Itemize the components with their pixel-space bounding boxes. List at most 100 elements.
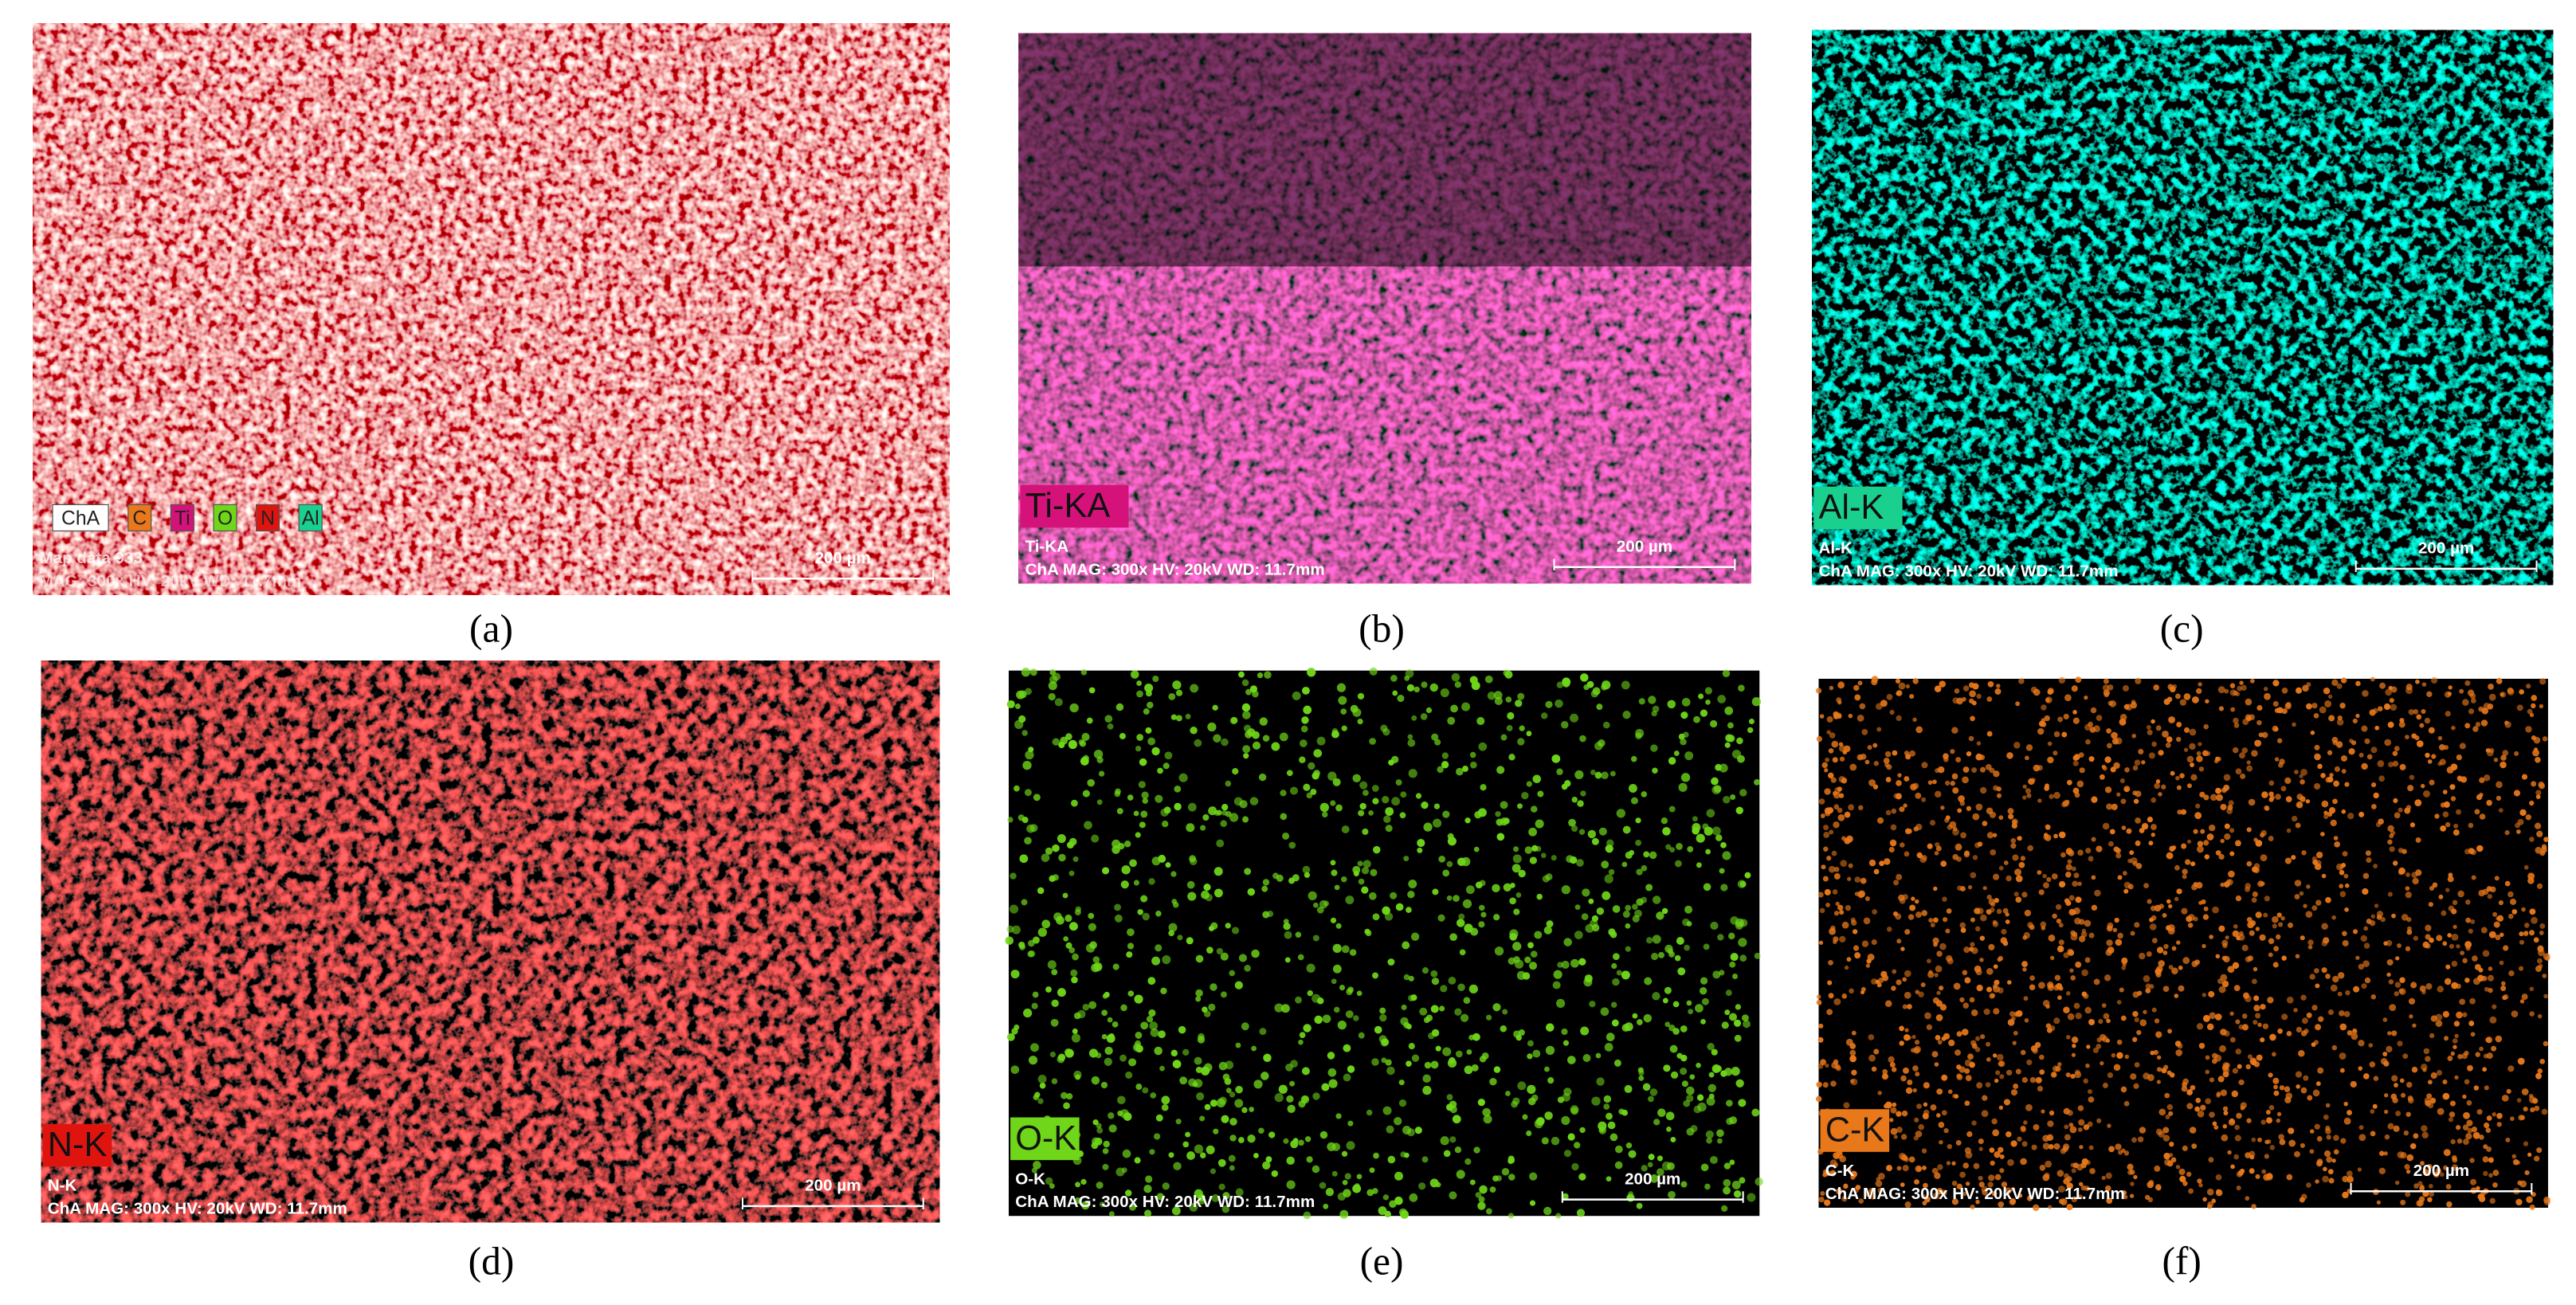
map-dot [2075,896,2082,903]
map-dot [2247,1054,2253,1060]
map-dot [2523,1141,2529,1146]
map-dot [2519,809,2527,817]
map-dot [1888,1056,1895,1063]
map-dot [1652,767,1658,774]
map-dot [1442,810,1450,818]
map-dot [1229,1165,1235,1171]
map-dot [2091,837,2096,842]
map-dot [2496,915,2504,922]
map-dot [1532,1049,1541,1058]
map-dot [2193,829,2198,834]
map-dot [2224,823,2230,829]
map-dot [2208,1157,2214,1163]
map-dot [1896,1111,1902,1117]
map-dot [2386,972,2391,978]
map-dot [1978,1138,1984,1145]
map-dot [1155,944,1163,952]
map-dot [1975,1199,1980,1205]
map-dot [2246,1118,2252,1123]
map-dot [2425,934,2431,940]
legend-label: C [132,508,147,530]
map-dot [1706,809,1715,818]
map-dot [2229,1011,2234,1016]
map-dot [2323,810,2328,815]
map-dot [2496,678,2503,684]
map-dot [1221,1205,1230,1213]
map-dot [1449,1056,1456,1064]
map-dot [2543,1198,2551,1206]
map-dot [1841,921,1849,929]
map-dot [1225,923,1231,929]
map-dot [1299,1032,1306,1038]
map-dot [1640,896,1648,903]
map-dot [2261,731,2268,739]
map-dot [2135,817,2141,824]
map-dot [2075,1069,2080,1076]
map-dot [2422,1068,2427,1072]
map-dot [1071,976,1078,984]
map-dot [1420,713,1428,720]
map-dot [2413,709,2419,715]
map-dot [2404,1164,2410,1170]
map-dot [2130,1073,2137,1080]
map-dot [1648,1154,1655,1161]
map-dot [1705,699,1711,705]
map-dot [1372,913,1380,921]
map-dot [2253,995,2260,1001]
map-dot [1127,942,1135,950]
map-dot [1680,773,1691,782]
map-dot [1991,1118,1998,1125]
map-dot [1382,1194,1390,1201]
map-dot [1171,899,1178,904]
map-dot [2072,880,2078,888]
map-dot [2442,1079,2448,1085]
map-dot [1292,691,1301,700]
map-dot [2213,1125,2219,1131]
map-dot [2294,770,2299,774]
map-dot [1057,834,1066,844]
map-dot [2009,1011,2016,1017]
map-dot [2046,982,2054,989]
map-dot [1147,737,1156,746]
map-dot [2133,1083,2139,1089]
map-dot [1500,734,1508,741]
map-dot [1684,905,1693,914]
map-dot [2013,742,2021,749]
map-dot [1865,963,1871,968]
map-dot [1684,944,1690,951]
map-dot [1464,1158,1472,1166]
map-dot [2243,992,2249,999]
map-dot [1135,832,1141,838]
map-dot [2504,880,2511,887]
map-dot [2512,1158,2519,1166]
map-dot [2215,850,2221,856]
map-dot [2149,923,2157,931]
map-dot [2294,880,2302,887]
map-dot [2078,919,2085,925]
map-dot [1625,946,1631,952]
map-dot [1130,670,1139,679]
map-dot [1915,792,1922,799]
map-dot [1140,810,1148,818]
map-dot [2333,780,2339,787]
map-dot [1408,880,1417,888]
map-dot [1824,807,1832,815]
map-dot [1651,952,1659,961]
map-dot [2245,1196,2250,1201]
map-dot [2361,983,2367,990]
map-dot [1088,1001,1097,1009]
map-dot [1700,1018,1706,1025]
map-dot [2365,850,2371,856]
map-dot [1943,753,1949,760]
map-dot [1018,690,1027,699]
map-dot [1884,762,1889,768]
map-dot [1723,1186,1731,1195]
map-dot [2161,784,2166,790]
map-dot [2268,836,2274,841]
map-dot [2272,962,2279,968]
map-dot [1854,876,1861,883]
map-dot [2176,888,2182,895]
map-dot [1381,1057,1387,1064]
map-dot [1819,907,1825,914]
map-dot [1218,1183,1225,1190]
